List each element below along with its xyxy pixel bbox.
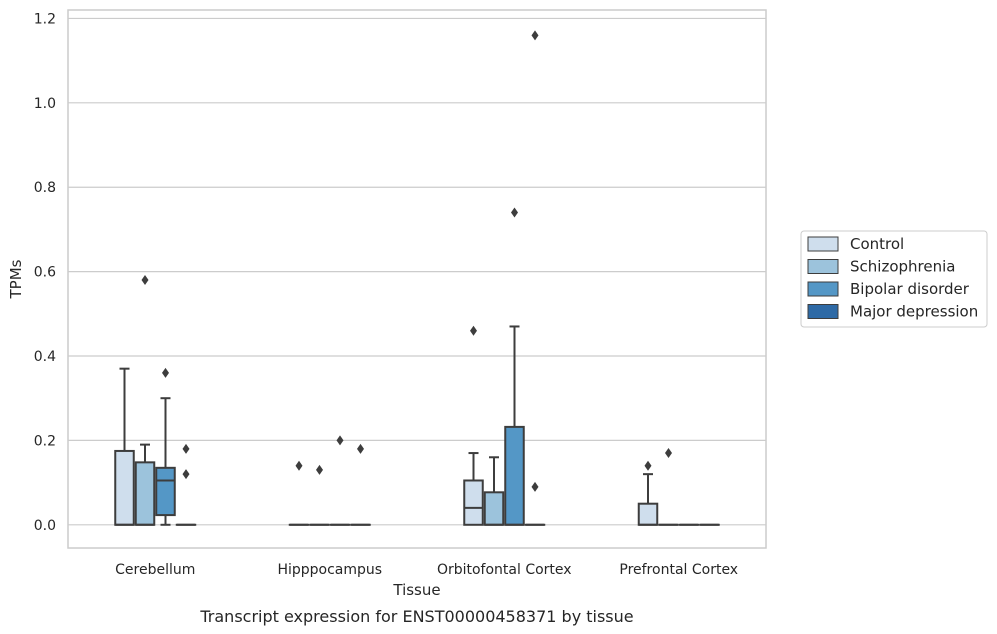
y-tick-label: 0.8 (34, 180, 56, 196)
legend-frame (800, 230, 988, 328)
outlier-point (182, 469, 190, 480)
legend-swatch (807, 236, 839, 252)
y-tick-label: 0.2 (34, 433, 56, 449)
box-iqr (504, 425, 525, 526)
legend-label: Bipolar disorder (850, 280, 970, 298)
x-tick-label: Cerebellum (115, 562, 195, 578)
box-iqr (483, 491, 505, 526)
box-iqr (637, 502, 659, 526)
box-group (288, 460, 310, 526)
plot-frame (67, 9, 767, 549)
outlier-point (141, 275, 149, 286)
outlier-point (336, 435, 344, 446)
box-iqr (134, 461, 156, 526)
x-axis-label: Tissue (392, 581, 440, 599)
x-tick-label: Orbitofontal Cortex (437, 562, 572, 578)
outlier-point (531, 30, 539, 41)
boxes-layer (114, 30, 720, 526)
outlier-point (295, 460, 303, 471)
y-axis-label: TPMs (7, 259, 25, 299)
box-group (114, 367, 135, 526)
x-tick-label: Hipppocampus (277, 562, 382, 578)
box-group (329, 435, 351, 526)
box-group (309, 464, 330, 526)
legend-label: Control (850, 235, 904, 253)
legend-label: Major depression (850, 303, 978, 321)
outlier-point (644, 460, 652, 471)
box-group (134, 275, 156, 526)
outlier-point (470, 325, 477, 336)
box-group (658, 448, 679, 526)
box-group (483, 456, 505, 526)
box-iqr (114, 449, 135, 526)
outlier-point (162, 367, 169, 378)
box-iqr (155, 466, 176, 517)
legend-label: Schizophrenia (850, 258, 955, 276)
box-group (524, 30, 546, 526)
box-iqr (463, 479, 484, 526)
box-group (504, 207, 525, 526)
axes-layer: 0.0 0.2 0.4 0.6 0.8 1.0 1.2 Cerebellum Hipppocam… (34, 11, 738, 578)
legend-swatch (807, 304, 839, 319)
box-group (350, 443, 371, 526)
y-tick-label: 1.2 (34, 11, 56, 27)
y-tick-label: 0.0 (34, 518, 56, 534)
box-group (175, 443, 197, 526)
grid-lines (68, 17, 766, 526)
legend-swatch (807, 259, 839, 274)
y-tick-label: 0.4 (34, 349, 56, 365)
box-group (463, 325, 484, 526)
y-tick-label: 1.0 (34, 96, 56, 112)
legend: Control Schizophrenia Bipolar disorder Majo… (800, 230, 988, 328)
outlier-point (511, 207, 518, 218)
chart-caption: Transcript expression for ENST0000045837… (199, 607, 633, 626)
outlier-point (182, 443, 190, 454)
box-group (637, 460, 659, 526)
outlier-point (316, 464, 323, 475)
x-tick-label: Prefrontal Cortex (619, 562, 738, 578)
box-group (155, 367, 176, 526)
outlier-point (665, 448, 672, 459)
y-tick-label: 0.6 (34, 265, 56, 281)
legend-swatch (807, 281, 839, 297)
outlier-point (357, 443, 364, 454)
outlier-point (531, 481, 539, 492)
